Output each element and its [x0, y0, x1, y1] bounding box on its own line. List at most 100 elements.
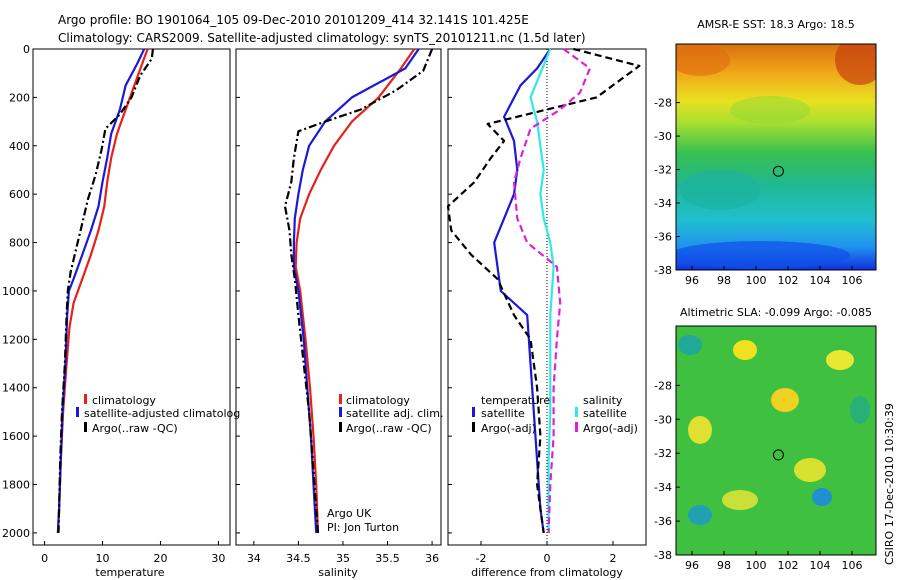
salinity-plot: 34 34.5 35 35.5 36 [236, 48, 439, 565]
sla-high-blob [826, 350, 854, 370]
y-tick-label: 0 [23, 43, 30, 56]
sla-map-title: Altimetric SLA: -0.099 Argo: -0.085 [680, 306, 872, 319]
map-y-tick-label: -28 [654, 379, 672, 392]
series-line-satellite-adjusted-climatology [56, 48, 146, 533]
series-line-climatology [294, 48, 416, 533]
map-y-tick-label: -30 [654, 413, 672, 426]
pi-annotation: PI: Jon Turton [327, 521, 399, 534]
sst-warm-blob [676, 44, 730, 76]
x-tick-label: 10 [96, 552, 110, 565]
legend-label-sal-satellite: satellite [583, 407, 627, 420]
legend-swatch-satellite [339, 407, 342, 417]
map-y-tick-label: -32 [654, 447, 672, 460]
y-tick-label: 1600 [2, 430, 30, 443]
map-x-tick-label: 98 [717, 559, 731, 572]
map-x-tick-label: 102 [778, 274, 799, 287]
sst-green-blob [730, 96, 810, 124]
map-y-tick-label: -28 [654, 97, 672, 110]
legend-swatch-sal-satellite [575, 407, 578, 417]
sla-map-axes: 96 98 100 102 104 106 -28 -30 -32 -34 -36 -38 [654, 379, 862, 572]
figure-title-line2: Climatology: CARS2009. Satellite-adjuste… [58, 31, 586, 45]
x-tick-label: 34.5 [286, 552, 311, 565]
map-x-tick-label: 100 [746, 274, 767, 287]
y-tick-label: 800 [9, 237, 30, 250]
legend-label-temp-argo: Argo(-adj) [481, 422, 536, 435]
series-line-temperature-argo-adj- [446, 47, 641, 534]
argo-location-marker [772, 449, 784, 461]
figure-title-line1: Argo profile: BO 1901064_105 09-Dec-2010… [58, 13, 529, 27]
legend-label-sal-argo: Argo(-adj) [583, 422, 638, 435]
map-y-tick-label: -34 [654, 197, 672, 210]
difference-legend: temperature satellite Argo(-adj) salinit… [472, 394, 638, 435]
salinity-legend: climatology satellite adj. clim. Argo(..… [339, 394, 443, 435]
legend-label-argo: Argo(..raw -QC) [92, 422, 178, 435]
difference-xlabel: difference from climatology [471, 566, 623, 579]
map-x-tick-label: 96 [685, 559, 699, 572]
sla-low-blob [688, 505, 712, 525]
x-tick-label: 35.5 [375, 552, 400, 565]
sla-map [676, 326, 876, 555]
x-tick-label: 2 [610, 552, 617, 565]
difference-panel-frame [447, 48, 647, 546]
y-tick-label: 200 [9, 91, 30, 104]
y-tick-label: 1000 [2, 285, 30, 298]
legend-label-satellite: satellite adj. clim. [346, 407, 443, 420]
map-y-tick-label: -30 [654, 130, 672, 143]
sla-high-blob [733, 340, 757, 360]
sla-high-blob [722, 490, 758, 510]
map-y-tick-label: -36 [654, 515, 672, 528]
legend-swatch-satellite [76, 407, 79, 417]
sla-high-blob [688, 416, 712, 444]
map-x-tick-label: 98 [717, 274, 731, 287]
difference-plot: -2 0 2 [446, 47, 641, 565]
sla-high-blob [794, 458, 826, 482]
legend-swatch-temp-satellite [472, 407, 475, 417]
x-tick-label: -2 [476, 552, 487, 565]
sst-field [676, 44, 876, 270]
sla-high-blob [771, 388, 799, 412]
temperature-panel-frame [32, 48, 231, 546]
salinity-panel-frame [235, 48, 442, 546]
series-line-satellite-adj-clim- [292, 48, 420, 533]
legend-label-climatology: climatology [92, 394, 156, 407]
y-tick-label: 400 [9, 140, 30, 153]
x-tick-label: 34 [247, 552, 261, 565]
sst-warm-blob [835, 44, 876, 85]
map-x-tick-label: 106 [842, 559, 863, 572]
legend-title-salinity: salinity [583, 394, 623, 407]
x-tick-label: 0 [544, 552, 551, 565]
x-tick-label: 35 [336, 552, 350, 565]
series-line-argo-raw-qc- [57, 48, 154, 533]
map-x-tick-label: 104 [810, 559, 831, 572]
legend-swatch-argo [339, 422, 342, 432]
x-tick-label: 20 [153, 552, 167, 565]
x-tick-label: 36 [425, 552, 439, 565]
operator-annotation: Argo UK [327, 507, 372, 520]
legend-swatch-temp-argo [472, 422, 475, 432]
map-y-tick-label: -32 [654, 164, 672, 177]
map-x-tick-label: 102 [778, 559, 799, 572]
legend-label-argo: Argo(..raw -QC) [346, 422, 432, 435]
map-y-tick-label: -38 [654, 264, 672, 277]
legend-swatch-climatology [339, 394, 342, 404]
timestamp-note: CSIRO 17-Dec-2010 10:30:39 [883, 403, 896, 565]
map-x-tick-label: 96 [685, 274, 699, 287]
temperature-xlabel: temperature [95, 566, 164, 579]
legend-label-temp-satellite: satellite [481, 407, 525, 420]
temperature-plot: 0 10 20 30 0 200 400 600 800 1000 1200 1400 1600 1800… [2, 43, 225, 565]
sst-map [676, 44, 876, 270]
series-line-salinity-argo-adj- [512, 48, 592, 533]
y-tick-label: 1400 [2, 382, 30, 395]
sla-low-blob [678, 335, 702, 355]
series-line-salinity-satellite [529, 48, 555, 533]
sst-map-title: AMSR-E SST: 18.3 Argo: 18.5 [697, 18, 855, 31]
salinity-xlabel: salinity [318, 566, 358, 579]
sla-low-blob [850, 396, 870, 424]
legend-swatch-sal-argo [575, 422, 578, 432]
legend-label-satellite: satellite-adjusted climatolog [84, 407, 240, 420]
map-y-tick-label: -34 [654, 481, 672, 494]
sst-map-frame [675, 43, 877, 271]
legend-swatch-climatology [84, 394, 87, 404]
y-tick-label: 1200 [2, 333, 30, 346]
